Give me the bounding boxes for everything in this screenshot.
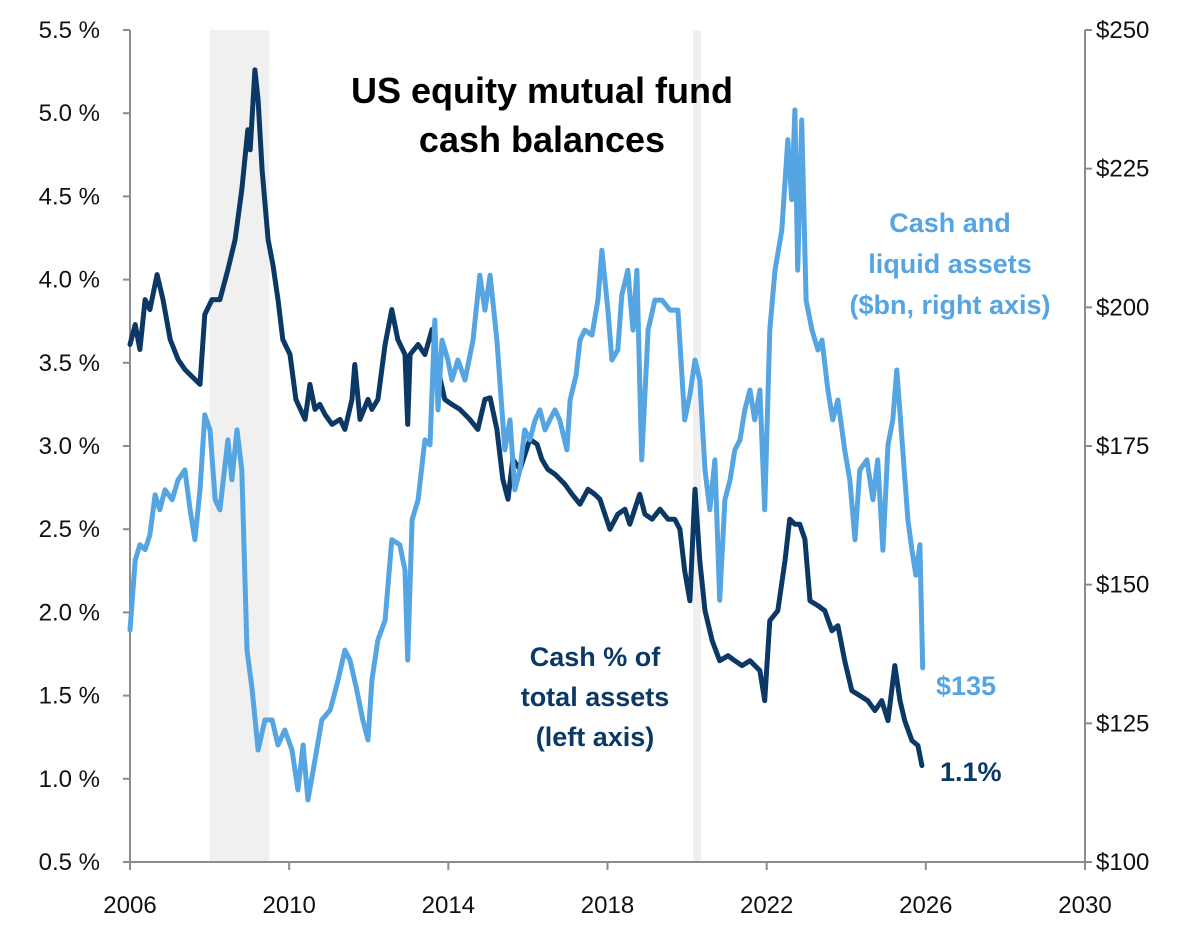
cash-assets-end-label: $135 [936,671,996,701]
left-tick-label: 0.5 % [39,849,100,876]
cash-pct-label-line-3: (left axis) [536,722,655,752]
tick-marks: 0.5 % 1.0 % 1.5 % 2.0 % 2.5 % 3.0 % 3.5 % 4.0 %… [39,17,1150,919]
series-lines [127,67,926,803]
cash-pct-label-line-2: total assets [521,682,670,712]
cash-assets-label-line-1: Cash and [889,208,1011,238]
right-tick-label: $250 [1096,17,1149,44]
left-tick-label: 5.5 % [39,17,100,44]
right-tick-label: $150 [1096,572,1149,599]
cash-assets-line [127,107,926,803]
x-tick-label: 2030 [1058,892,1111,919]
right-tick-label: $125 [1096,710,1149,737]
x-tick-label: 2022 [740,892,793,919]
left-tick-label: 2.0 % [39,599,100,626]
left-tick-label: 1.5 % [39,683,100,710]
left-tick-label: 1.0 % [39,766,100,793]
cash-assets-label-line-3: ($bn, right axis) [849,290,1050,320]
cash-pct-end-label: 1.1% [940,757,1002,787]
right-tick-label: $225 [1096,156,1149,183]
right-tick-label: $200 [1096,294,1149,321]
cash-assets-series-label: Cash and liquid assets ($bn, right axis) [849,208,1050,320]
shaded-period-1 [693,30,702,862]
left-tick-label: 2.5 % [39,516,100,543]
chart-title-line-1: US equity mutual fund [351,70,733,111]
left-tick-label: 4.5 % [39,183,100,210]
x-tick-label: 2006 [103,892,156,919]
left-tick-label: 4.0 % [39,267,100,294]
cash-assets-label-line-2: liquid assets [868,249,1032,279]
x-tick-label: 2026 [899,892,952,919]
left-tick-label: 3.5 % [39,350,100,377]
cash-pct-label-line-1: Cash % of [530,642,662,672]
left-tick-label: 3.0 % [39,433,100,460]
left-tick-label: 5.0 % [39,100,100,127]
x-tick-label: 2018 [581,892,634,919]
cash-pct-line [127,67,925,768]
right-tick-label: $175 [1096,433,1149,460]
chart-title-line-2: cash balances [419,119,665,160]
x-tick-label: 2014 [422,892,475,919]
x-tick-label: 2010 [262,892,315,919]
right-tick-label: $100 [1096,849,1149,876]
cash-pct-series-label: Cash % of total assets (left axis) [521,642,670,752]
